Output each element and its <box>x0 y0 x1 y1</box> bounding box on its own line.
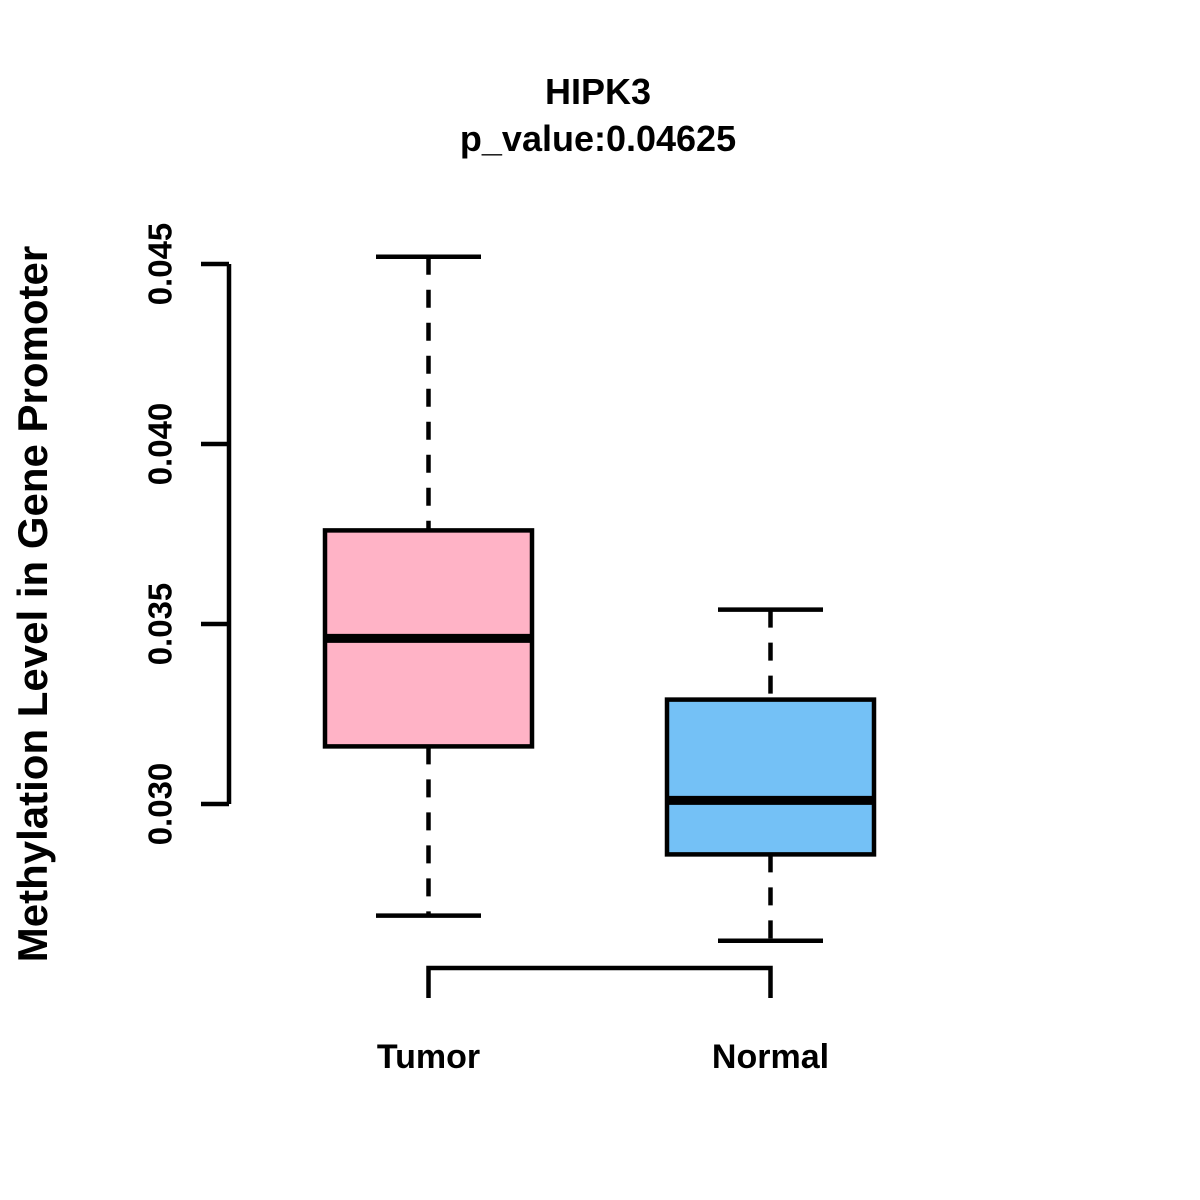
y-axis-tick-label: 0.035 <box>142 583 179 666</box>
chart-title: HIPK3 <box>544 71 652 112</box>
y-axis-tick-label: 0.040 <box>142 403 179 486</box>
x-axis-bracket <box>426 965 773 998</box>
box-normal <box>664 697 877 857</box>
y-axis-tick-label: 0.030 <box>142 763 179 846</box>
x-axis-label-tumor: Tumor <box>377 1038 480 1076</box>
y-axis-label: Methylation Level in Gene Promoter <box>9 245 56 963</box>
x-axis-label-normal: Normal <box>712 1038 829 1076</box>
chart-subtitle: p_value:0.04625 <box>459 118 737 159</box>
y-axis-tick-label: 0.045 <box>142 223 179 306</box>
